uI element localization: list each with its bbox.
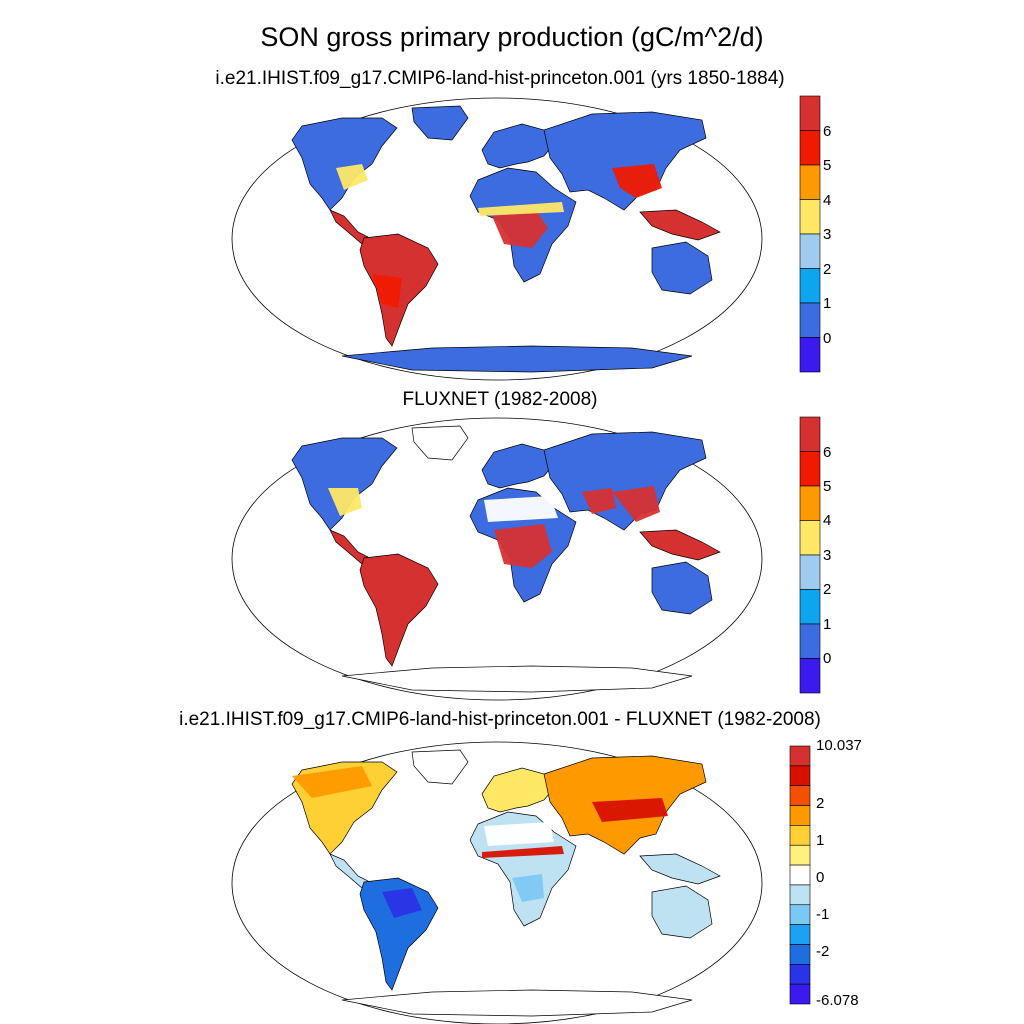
colorbar-tick-label: 3 xyxy=(823,547,832,564)
colorbar-swatch xyxy=(799,416,821,452)
colorbar-difference xyxy=(789,745,811,1005)
landmass-greenland xyxy=(411,749,469,785)
landmass-australia xyxy=(651,561,713,615)
field-patch xyxy=(292,766,372,798)
colorbar-swatch xyxy=(789,964,811,985)
field-patch xyxy=(582,488,616,514)
landmass-antarctica xyxy=(341,345,693,373)
field-patch xyxy=(512,874,544,902)
field-patch xyxy=(484,496,558,522)
panel-title-difference: i.e21.IHIST.f09_g17.CMIP6-land-hist-prin… xyxy=(179,709,821,730)
landmass-europe xyxy=(481,123,555,169)
colorbar-swatch xyxy=(799,658,821,694)
colorbar-swatch xyxy=(789,765,811,786)
map-model xyxy=(231,97,763,381)
colorbar-swatch xyxy=(799,337,821,373)
colorbar-tick-label: 0 xyxy=(823,650,832,667)
landmass-europe xyxy=(481,443,555,489)
landmass-greenland xyxy=(411,105,469,141)
colorbar-swatch xyxy=(789,785,811,806)
field-patch xyxy=(482,846,564,858)
colorbar-swatch xyxy=(789,844,811,866)
colorbar-tick-label: 5 xyxy=(823,478,832,495)
colorbar-swatch xyxy=(789,825,811,846)
field-patch xyxy=(382,888,422,918)
colorbar-tick-label: 2 xyxy=(816,795,825,812)
colorbar-swatch xyxy=(789,983,811,1005)
colorbar-tick-label: 1 xyxy=(823,295,832,312)
colorbar-tick-label: 0 xyxy=(823,330,832,347)
field-patch xyxy=(592,798,668,822)
colorbar-swatch xyxy=(799,589,821,625)
colorbar-swatch xyxy=(789,924,811,945)
colorbar-tick-label: 4 xyxy=(823,512,832,529)
landmass-antarctica xyxy=(341,989,693,1017)
map-difference xyxy=(231,741,763,1024)
field-patch xyxy=(372,274,402,308)
colorbar-swatch xyxy=(789,864,811,886)
colorbar-fluxnet xyxy=(799,416,821,694)
figure-title: SON gross primary production (gC/m^2/d) xyxy=(260,22,764,52)
field-patch xyxy=(612,486,660,522)
colorbar-swatch xyxy=(799,554,821,590)
map-fluxnet xyxy=(231,417,763,701)
colorbar-swatch xyxy=(799,623,821,659)
landmass-europe xyxy=(481,767,555,813)
field-patch xyxy=(484,822,554,846)
field-patch xyxy=(492,210,548,248)
field-patch xyxy=(478,202,564,216)
colorbar-swatch xyxy=(799,233,821,269)
colorbar-swatch xyxy=(799,164,821,200)
colorbar-swatch xyxy=(799,268,821,304)
colorbar-model xyxy=(799,95,821,373)
colorbar-tick-label: 5 xyxy=(823,157,832,174)
landmass-samerica xyxy=(359,553,439,667)
landmass-australia xyxy=(651,241,713,295)
colorbar-tick-label: -2 xyxy=(816,943,830,960)
landmass-seasia xyxy=(639,853,721,885)
colorbar-swatch xyxy=(789,805,811,826)
colorbar-tick-label: -6.078 xyxy=(816,992,859,1009)
landmass-australia xyxy=(651,885,713,939)
colorbar-tick-label: 0 xyxy=(816,869,825,886)
colorbar-tick-label: 4 xyxy=(823,192,832,209)
colorbar-tick-label: 2 xyxy=(823,581,832,598)
colorbar-tick-label: -1 xyxy=(816,906,830,923)
colorbar-swatch xyxy=(799,95,821,131)
landmass-seasia xyxy=(639,529,721,561)
colorbar-tick-label: 6 xyxy=(823,123,832,140)
colorbar-tick-label: 10.037 xyxy=(816,737,862,754)
colorbar-swatch xyxy=(799,520,821,556)
field-patch xyxy=(336,164,368,190)
colorbar-swatch xyxy=(789,745,811,767)
colorbar-swatch xyxy=(789,944,811,965)
landmass-greenland xyxy=(411,425,469,461)
field-patch xyxy=(328,488,362,516)
panel-title-model: i.e21.IHIST.f09_g17.CMIP6-land-hist-prin… xyxy=(215,68,785,89)
colorbar-swatch xyxy=(799,302,821,338)
field-patch xyxy=(494,524,552,568)
colorbar-tick-label: 6 xyxy=(823,444,832,461)
colorbar-tick-label: 2 xyxy=(823,261,832,278)
colorbar-tick-label: 3 xyxy=(823,226,832,243)
field-patch xyxy=(612,164,662,198)
colorbar-swatch xyxy=(799,485,821,521)
landmass-antarctica xyxy=(341,665,693,693)
colorbar-swatch xyxy=(799,199,821,235)
colorbar-swatch xyxy=(799,130,821,166)
colorbar-tick-label: 1 xyxy=(823,616,832,633)
colorbar-swatch xyxy=(789,904,811,925)
colorbar-swatch xyxy=(799,451,821,487)
panel-title-fluxnet: FLUXNET (1982-2008) xyxy=(402,389,598,410)
colorbar-swatch xyxy=(789,884,811,906)
landmass-seasia xyxy=(639,209,721,241)
colorbar-tick-label: 1 xyxy=(816,832,825,849)
